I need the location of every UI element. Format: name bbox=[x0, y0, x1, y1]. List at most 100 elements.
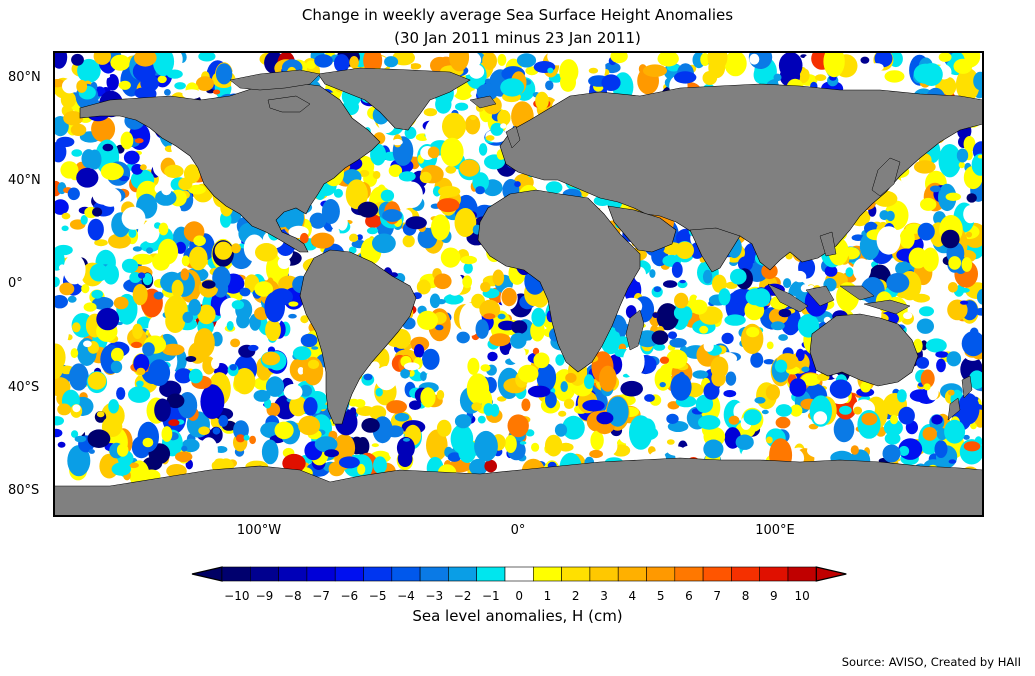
anomaly-blob bbox=[77, 58, 101, 83]
anomaly-blob bbox=[750, 352, 764, 368]
anomaly-blob bbox=[886, 210, 895, 222]
japan bbox=[871, 157, 901, 197]
anomaly-blob bbox=[671, 261, 683, 278]
anomaly-blob bbox=[354, 399, 366, 408]
anomaly-blob bbox=[590, 430, 604, 451]
anomaly-blob bbox=[349, 233, 359, 242]
anomaly-blob bbox=[152, 52, 175, 77]
anomaly-blob bbox=[465, 114, 481, 135]
anomaly-blob bbox=[743, 409, 762, 426]
anomaly-blob bbox=[455, 102, 469, 111]
anomaly-blob bbox=[517, 364, 539, 383]
anomaly-blob bbox=[61, 225, 69, 232]
anomaly-blob bbox=[922, 427, 938, 441]
anomaly-blob bbox=[87, 429, 111, 449]
colorbar-swatch bbox=[306, 566, 336, 582]
anomaly-blob bbox=[265, 319, 281, 342]
anomaly-blob bbox=[88, 449, 95, 454]
anomaly-blob bbox=[966, 193, 977, 203]
anomaly-blob bbox=[182, 89, 202, 99]
anomaly-blob bbox=[823, 52, 845, 78]
anomaly-blob bbox=[54, 199, 69, 215]
anomaly-blob bbox=[947, 299, 968, 321]
anomaly-blob bbox=[429, 293, 441, 309]
anomaly-blob bbox=[920, 197, 937, 211]
anomaly-blob bbox=[958, 161, 965, 169]
anomaly-blob bbox=[666, 439, 675, 445]
anomaly-blob bbox=[54, 416, 64, 426]
anomaly-blob bbox=[698, 415, 721, 430]
africa bbox=[477, 189, 641, 373]
colorbar-tick-label: 3 bbox=[600, 589, 608, 603]
anomaly-blob bbox=[800, 373, 821, 386]
anomaly-blob bbox=[445, 165, 457, 174]
anomaly-blob bbox=[158, 222, 169, 236]
colorbar-tick-label: 10 bbox=[794, 589, 810, 603]
source-credit: Source: AVISO, Created by HAII bbox=[841, 655, 1021, 669]
anomaly-blob bbox=[128, 228, 137, 238]
anomaly-blob bbox=[110, 360, 123, 374]
colorbar-over-arrow bbox=[815, 566, 847, 582]
anomaly-blob bbox=[484, 459, 498, 473]
anomaly-blob bbox=[508, 345, 526, 364]
anomaly-blob bbox=[398, 171, 416, 182]
anomaly-blob bbox=[255, 243, 278, 262]
anomaly-blob bbox=[416, 279, 431, 295]
anomaly-blob bbox=[146, 247, 154, 254]
anomaly-blob bbox=[680, 445, 697, 460]
anomaly-blob bbox=[861, 412, 878, 426]
anomaly-blob bbox=[71, 430, 79, 438]
anomaly-blob bbox=[442, 112, 466, 140]
anomaly-blob bbox=[483, 313, 496, 320]
colorbar-swatch bbox=[646, 566, 676, 582]
anomaly-blob bbox=[433, 273, 452, 290]
anomaly-blob bbox=[765, 384, 781, 401]
anomaly-blob bbox=[123, 150, 140, 165]
anomaly-blob bbox=[233, 420, 249, 440]
colorbar-tick-label: −2 bbox=[453, 589, 472, 603]
anomaly-blob bbox=[753, 66, 765, 84]
anomaly-blob bbox=[839, 405, 852, 415]
anomaly-blob bbox=[853, 406, 863, 415]
anomaly-blob bbox=[485, 135, 495, 141]
anomaly-blob bbox=[833, 416, 855, 443]
anomaly-blob bbox=[297, 367, 304, 375]
anomaly-blob bbox=[229, 364, 237, 371]
anomaly-blob bbox=[737, 256, 753, 272]
colorbar-swatch bbox=[221, 566, 251, 582]
anomaly-blob bbox=[63, 111, 84, 126]
anomaly-blob bbox=[749, 53, 760, 65]
anomaly-blob bbox=[653, 343, 666, 351]
anomaly-blob bbox=[72, 404, 81, 413]
anomaly-blob bbox=[947, 282, 958, 293]
anomaly-blob bbox=[487, 351, 498, 362]
anomaly-blob bbox=[54, 168, 61, 176]
anomaly-blob bbox=[247, 344, 259, 352]
anomaly-blob bbox=[386, 400, 407, 414]
anomaly-blob bbox=[230, 243, 241, 254]
anomaly-blob bbox=[174, 82, 186, 90]
lat-label-80s: 80°S bbox=[8, 483, 40, 498]
anomaly-blob bbox=[766, 436, 773, 444]
anomaly-blob bbox=[466, 373, 490, 405]
anomaly-blob bbox=[425, 118, 446, 146]
anomaly-blob bbox=[775, 404, 793, 417]
anomaly-blob bbox=[200, 384, 225, 419]
anomaly-blob bbox=[212, 427, 221, 435]
anomaly-blob bbox=[948, 459, 957, 464]
anomaly-blob bbox=[454, 414, 472, 429]
anomaly-blob bbox=[110, 54, 131, 71]
anomaly-blob bbox=[852, 258, 872, 282]
greenland bbox=[317, 67, 471, 131]
anomaly-blob bbox=[195, 76, 214, 91]
anomaly-blob bbox=[477, 415, 486, 424]
anomaly-blob bbox=[845, 267, 854, 278]
anomaly-blob bbox=[649, 269, 656, 278]
lat-label-40n: 40°N bbox=[8, 173, 41, 188]
anomaly-blob bbox=[778, 308, 792, 318]
anomaly-blob bbox=[303, 397, 318, 416]
anomaly-blob bbox=[675, 241, 695, 259]
anomaly-blob bbox=[54, 295, 68, 309]
anomaly-blob bbox=[795, 348, 805, 362]
anomaly-blob bbox=[142, 342, 155, 357]
